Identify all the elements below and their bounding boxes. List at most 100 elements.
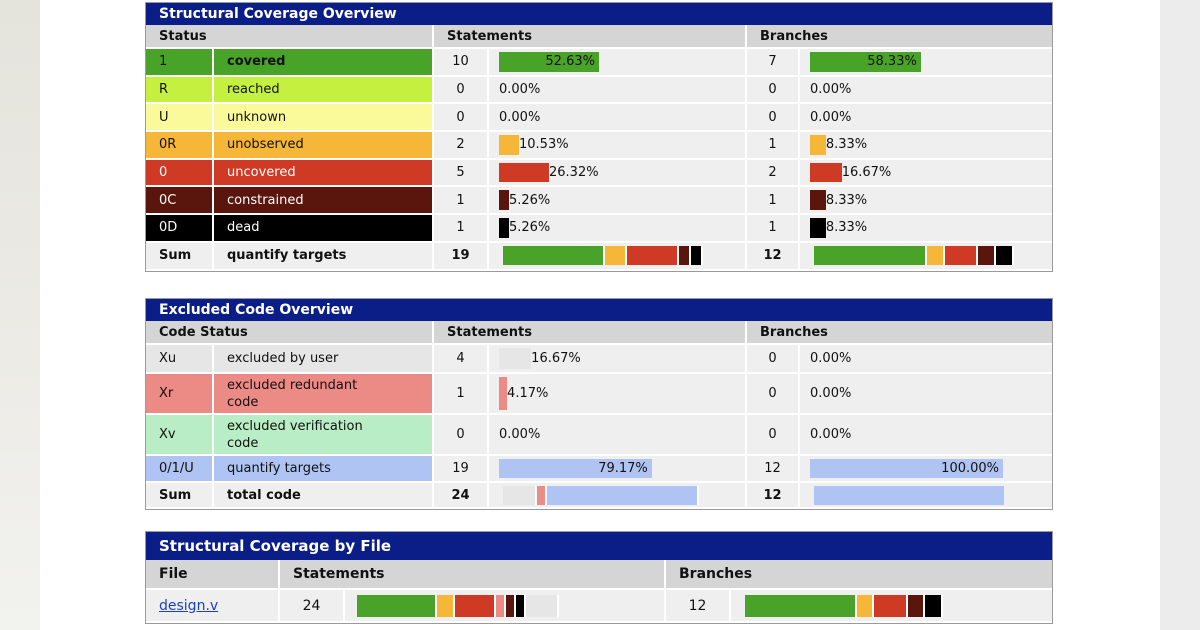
- branch-percent: 0.00%: [810, 386, 852, 401]
- statement-bar-cell: 16.67%: [488, 344, 748, 374]
- branch-bar-cell: 8.33%: [799, 214, 1053, 243]
- statement-bar: [499, 377, 508, 410]
- coverage-row: 0C constrained 1 5.26% 1 8.33%: [146, 186, 1053, 216]
- branch-count: 1: [746, 186, 801, 216]
- statement-count: 19: [433, 455, 489, 483]
- statement-bar-cell: 0.00%: [488, 414, 748, 456]
- branch-count: 0: [746, 373, 801, 415]
- file-statement-stack-segment: [454, 594, 497, 617]
- sum-code: Sum: [146, 482, 214, 509]
- file-branch-stack-segment: [907, 594, 926, 617]
- code-status: Xr: [146, 373, 214, 415]
- header-branches: Branches: [746, 25, 1053, 49]
- code-status-label: excluded redundant code: [213, 373, 434, 415]
- branch-bar-cell: 16.67%: [799, 158, 1053, 188]
- statement-count: 10: [433, 48, 489, 77]
- header-branches: Branches: [665, 560, 1052, 590]
- header-branches: Branches: [746, 321, 1053, 345]
- branch-bar-cell: 0.00%: [799, 103, 1053, 133]
- branch-percent: 8.33%: [825, 220, 868, 236]
- branch-bar-cell: 0.00%: [799, 344, 1053, 374]
- statement-stack-segment: [503, 485, 537, 505]
- branch-percent: 0.00%: [810, 427, 852, 442]
- statement-stack-segment: [626, 246, 679, 266]
- branch-bar-cell: 100.00%: [799, 455, 1053, 483]
- excluded-code-table: Code Status Statements Branches Xu exclud…: [146, 321, 1053, 509]
- branch-percent: 16.67%: [841, 165, 892, 181]
- sum-branch-count: 12: [746, 241, 801, 271]
- status-label: unobserved: [213, 131, 434, 160]
- branch-count: 0: [746, 414, 801, 456]
- statement-count: 0: [433, 103, 489, 133]
- branch-percent: 0.00%: [810, 82, 852, 98]
- file-statement-stack-bar: [357, 594, 663, 617]
- statement-count: 4: [433, 344, 489, 374]
- structural-coverage-table: Status Statements Branches 1 covered 10 52.…: [146, 25, 1053, 271]
- branch-count: 0: [746, 103, 801, 133]
- status-label: constrained: [213, 186, 434, 216]
- statement-bar: [499, 190, 509, 211]
- code-status-label: excluded verification code: [213, 414, 434, 456]
- file-row: design.v 24 12: [146, 589, 1052, 623]
- branch-count: 1: [746, 214, 801, 243]
- code-status: 0/1/U: [146, 455, 214, 483]
- statement-bar: [499, 218, 509, 238]
- file-branch-stack-segment: [856, 594, 875, 617]
- file-statement-stack-segment: [505, 594, 516, 617]
- coverage-row: 0 uncovered 5 26.32% 2 16.67%: [146, 158, 1053, 188]
- branch-bar: [810, 190, 826, 211]
- file-link[interactable]: design.v: [159, 597, 219, 614]
- status-code: 1: [146, 48, 214, 77]
- branch-percent: 0.00%: [810, 351, 852, 366]
- branch-bar: [810, 135, 826, 155]
- statement-percent: 0.00%: [499, 109, 541, 125]
- statement-bar-cell: 79.17%: [488, 455, 748, 483]
- statement-percent: 0.00%: [499, 82, 541, 98]
- statement-stack-segment: [678, 246, 691, 266]
- file-branch-stack-segment: [925, 594, 943, 617]
- statement-stack-segment: [546, 485, 700, 505]
- excluded-code-title: Excluded Code Overview: [146, 299, 1052, 321]
- header-status: Status: [146, 25, 434, 49]
- statement-percent: 5.26%: [508, 192, 551, 208]
- branch-percent: 8.33%: [825, 192, 868, 208]
- statement-stack-segment: [690, 246, 703, 266]
- sum-statement-count: 19: [433, 241, 489, 271]
- code-status-label: excluded by user: [213, 344, 434, 374]
- status-code: 0D: [146, 214, 214, 243]
- file-statement-stack-segment: [496, 594, 506, 617]
- sum-label: total code: [213, 482, 434, 509]
- coverage-row: 0D dead 1 5.26% 1 8.33%: [146, 214, 1053, 243]
- statement-count: 1: [433, 214, 489, 243]
- excluded-row: Xr excluded redundant code 1 4.17% 0 0.00%: [146, 373, 1053, 415]
- branch-bar: [810, 218, 826, 238]
- coverage-row: 0R unobserved 2 10.53% 1 8.33%: [146, 131, 1053, 160]
- statement-bar: [499, 162, 549, 183]
- sum-row: Sum quantify targets 19 12: [146, 241, 1053, 271]
- branch-bar: [810, 52, 921, 72]
- statement-percent: 16.67%: [531, 351, 581, 366]
- file-branch-stack-bar: [745, 594, 1052, 617]
- branch-count: 2: [746, 158, 801, 188]
- branch-bar-cell: 58.33%: [799, 48, 1053, 77]
- excluded-row: 0/1/U quantify targets 19 79.17% 12 100.00%: [146, 455, 1053, 483]
- sum-statement-count: 24: [433, 482, 489, 509]
- header-code-status: Code Status: [146, 321, 434, 345]
- coverage-row: 1 covered 10 52.63% 7 58.33%: [146, 48, 1053, 77]
- branch-bar-cell: 0.00%: [799, 373, 1053, 415]
- branch-count: 12: [746, 455, 801, 483]
- sum-code: Sum: [146, 241, 214, 271]
- file-statement-stack-segment: [437, 594, 455, 617]
- statement-stack-segment: [503, 246, 605, 266]
- branch-count: 1: [746, 131, 801, 160]
- branch-bar-cell: 0.00%: [799, 414, 1053, 456]
- status-code: 0: [146, 158, 214, 188]
- statement-bar-cell: 0.00%: [488, 103, 748, 133]
- statement-bar-cell: 5.26%: [488, 214, 748, 243]
- code-status-label: quantify targets: [213, 455, 434, 483]
- branch-stack-segment: [944, 246, 979, 266]
- statement-stack-segment: [536, 485, 547, 505]
- statement-bar-cell: 52.63%: [488, 48, 748, 77]
